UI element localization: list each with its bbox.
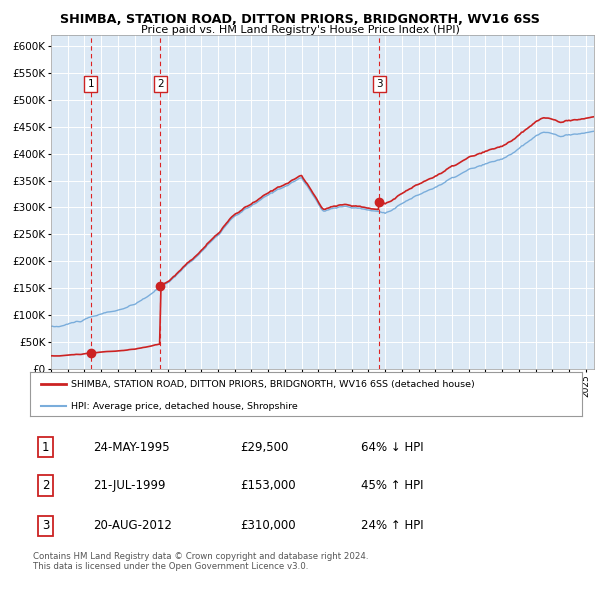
Text: 21-JUL-1999: 21-JUL-1999 (94, 478, 166, 492)
Text: 3: 3 (42, 519, 49, 532)
Text: Contains HM Land Registry data © Crown copyright and database right 2024.
This d: Contains HM Land Registry data © Crown c… (33, 552, 368, 571)
Text: 64% ↓ HPI: 64% ↓ HPI (361, 441, 424, 454)
Text: Price paid vs. HM Land Registry's House Price Index (HPI): Price paid vs. HM Land Registry's House … (140, 25, 460, 35)
Text: SHIMBA, STATION ROAD, DITTON PRIORS, BRIDGNORTH, WV16 6SS (detached house): SHIMBA, STATION ROAD, DITTON PRIORS, BRI… (71, 379, 475, 389)
Text: 20-AUG-2012: 20-AUG-2012 (94, 519, 172, 532)
Text: £29,500: £29,500 (240, 441, 288, 454)
Text: 24-MAY-1995: 24-MAY-1995 (94, 441, 170, 454)
Text: 45% ↑ HPI: 45% ↑ HPI (361, 478, 424, 492)
Text: £310,000: £310,000 (240, 519, 295, 532)
Text: 1: 1 (42, 441, 49, 454)
Text: 3: 3 (376, 79, 382, 88)
Text: HPI: Average price, detached house, Shropshire: HPI: Average price, detached house, Shro… (71, 402, 298, 411)
Text: 1: 1 (88, 79, 94, 88)
Text: 2: 2 (157, 79, 164, 88)
Text: 2: 2 (42, 478, 49, 492)
Text: £153,000: £153,000 (240, 478, 295, 492)
Text: 24% ↑ HPI: 24% ↑ HPI (361, 519, 424, 532)
Text: SHIMBA, STATION ROAD, DITTON PRIORS, BRIDGNORTH, WV16 6SS: SHIMBA, STATION ROAD, DITTON PRIORS, BRI… (60, 13, 540, 26)
